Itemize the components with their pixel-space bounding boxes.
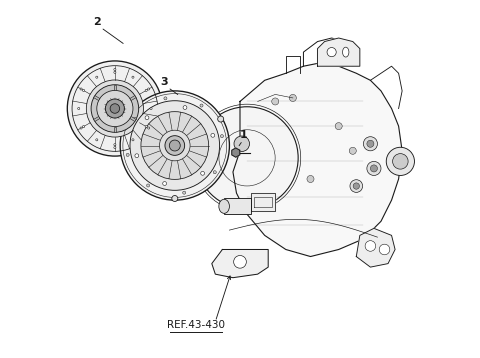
Circle shape: [200, 104, 203, 107]
Circle shape: [86, 80, 144, 137]
Circle shape: [96, 139, 98, 141]
Circle shape: [349, 147, 356, 154]
Circle shape: [363, 137, 377, 151]
Circle shape: [371, 165, 377, 172]
Circle shape: [91, 85, 139, 132]
Circle shape: [114, 146, 116, 149]
Circle shape: [145, 90, 147, 92]
Circle shape: [141, 112, 209, 179]
Circle shape: [164, 97, 167, 100]
Circle shape: [145, 116, 149, 120]
Polygon shape: [251, 193, 275, 211]
Circle shape: [183, 191, 186, 194]
Circle shape: [327, 48, 336, 57]
Text: 2: 2: [94, 17, 101, 27]
Circle shape: [393, 154, 408, 169]
Circle shape: [163, 182, 167, 185]
Circle shape: [120, 91, 229, 200]
Circle shape: [135, 154, 139, 158]
Bar: [94, 116, 100, 121]
Circle shape: [367, 161, 381, 175]
Ellipse shape: [219, 199, 229, 213]
Circle shape: [78, 107, 80, 110]
Circle shape: [218, 116, 224, 122]
Circle shape: [353, 183, 360, 189]
Bar: [114, 127, 116, 132]
Circle shape: [67, 61, 162, 156]
Polygon shape: [233, 63, 402, 257]
Circle shape: [132, 76, 134, 78]
Circle shape: [201, 171, 204, 175]
Circle shape: [307, 175, 314, 183]
Circle shape: [220, 135, 224, 138]
Circle shape: [80, 88, 82, 90]
Circle shape: [386, 147, 414, 175]
Circle shape: [289, 95, 296, 101]
Circle shape: [114, 68, 116, 71]
Circle shape: [234, 136, 250, 151]
Circle shape: [133, 117, 136, 120]
Circle shape: [126, 116, 132, 122]
Circle shape: [211, 134, 215, 137]
Circle shape: [150, 107, 152, 110]
Circle shape: [148, 88, 150, 90]
Circle shape: [110, 104, 120, 113]
Circle shape: [83, 90, 84, 92]
Bar: [114, 85, 116, 91]
Text: 1: 1: [240, 130, 247, 140]
Circle shape: [272, 98, 279, 105]
Circle shape: [148, 127, 150, 129]
Circle shape: [96, 76, 98, 78]
Circle shape: [379, 244, 390, 255]
Circle shape: [234, 256, 246, 268]
Circle shape: [169, 140, 180, 151]
Circle shape: [165, 136, 185, 155]
Circle shape: [183, 106, 187, 110]
Bar: [94, 96, 100, 101]
Text: REF.43-430: REF.43-430: [167, 320, 225, 330]
Circle shape: [196, 107, 298, 209]
Circle shape: [97, 91, 133, 127]
Circle shape: [213, 171, 216, 174]
Bar: [130, 116, 136, 121]
Circle shape: [367, 140, 374, 147]
Bar: [224, 198, 251, 214]
Polygon shape: [318, 38, 360, 66]
Circle shape: [132, 139, 134, 141]
Polygon shape: [356, 228, 395, 267]
Circle shape: [159, 130, 190, 161]
Circle shape: [350, 180, 363, 192]
Circle shape: [145, 126, 147, 128]
Circle shape: [80, 127, 82, 129]
Circle shape: [83, 126, 84, 128]
Circle shape: [106, 99, 124, 118]
Circle shape: [114, 71, 116, 73]
Circle shape: [126, 153, 129, 156]
Circle shape: [130, 101, 219, 190]
Ellipse shape: [343, 47, 349, 57]
Circle shape: [114, 144, 116, 146]
Circle shape: [365, 241, 376, 251]
Circle shape: [335, 122, 342, 130]
Polygon shape: [212, 250, 268, 278]
Bar: [130, 96, 136, 101]
Text: 3: 3: [160, 77, 168, 87]
Circle shape: [172, 195, 178, 202]
Polygon shape: [232, 148, 240, 157]
Circle shape: [146, 184, 150, 187]
